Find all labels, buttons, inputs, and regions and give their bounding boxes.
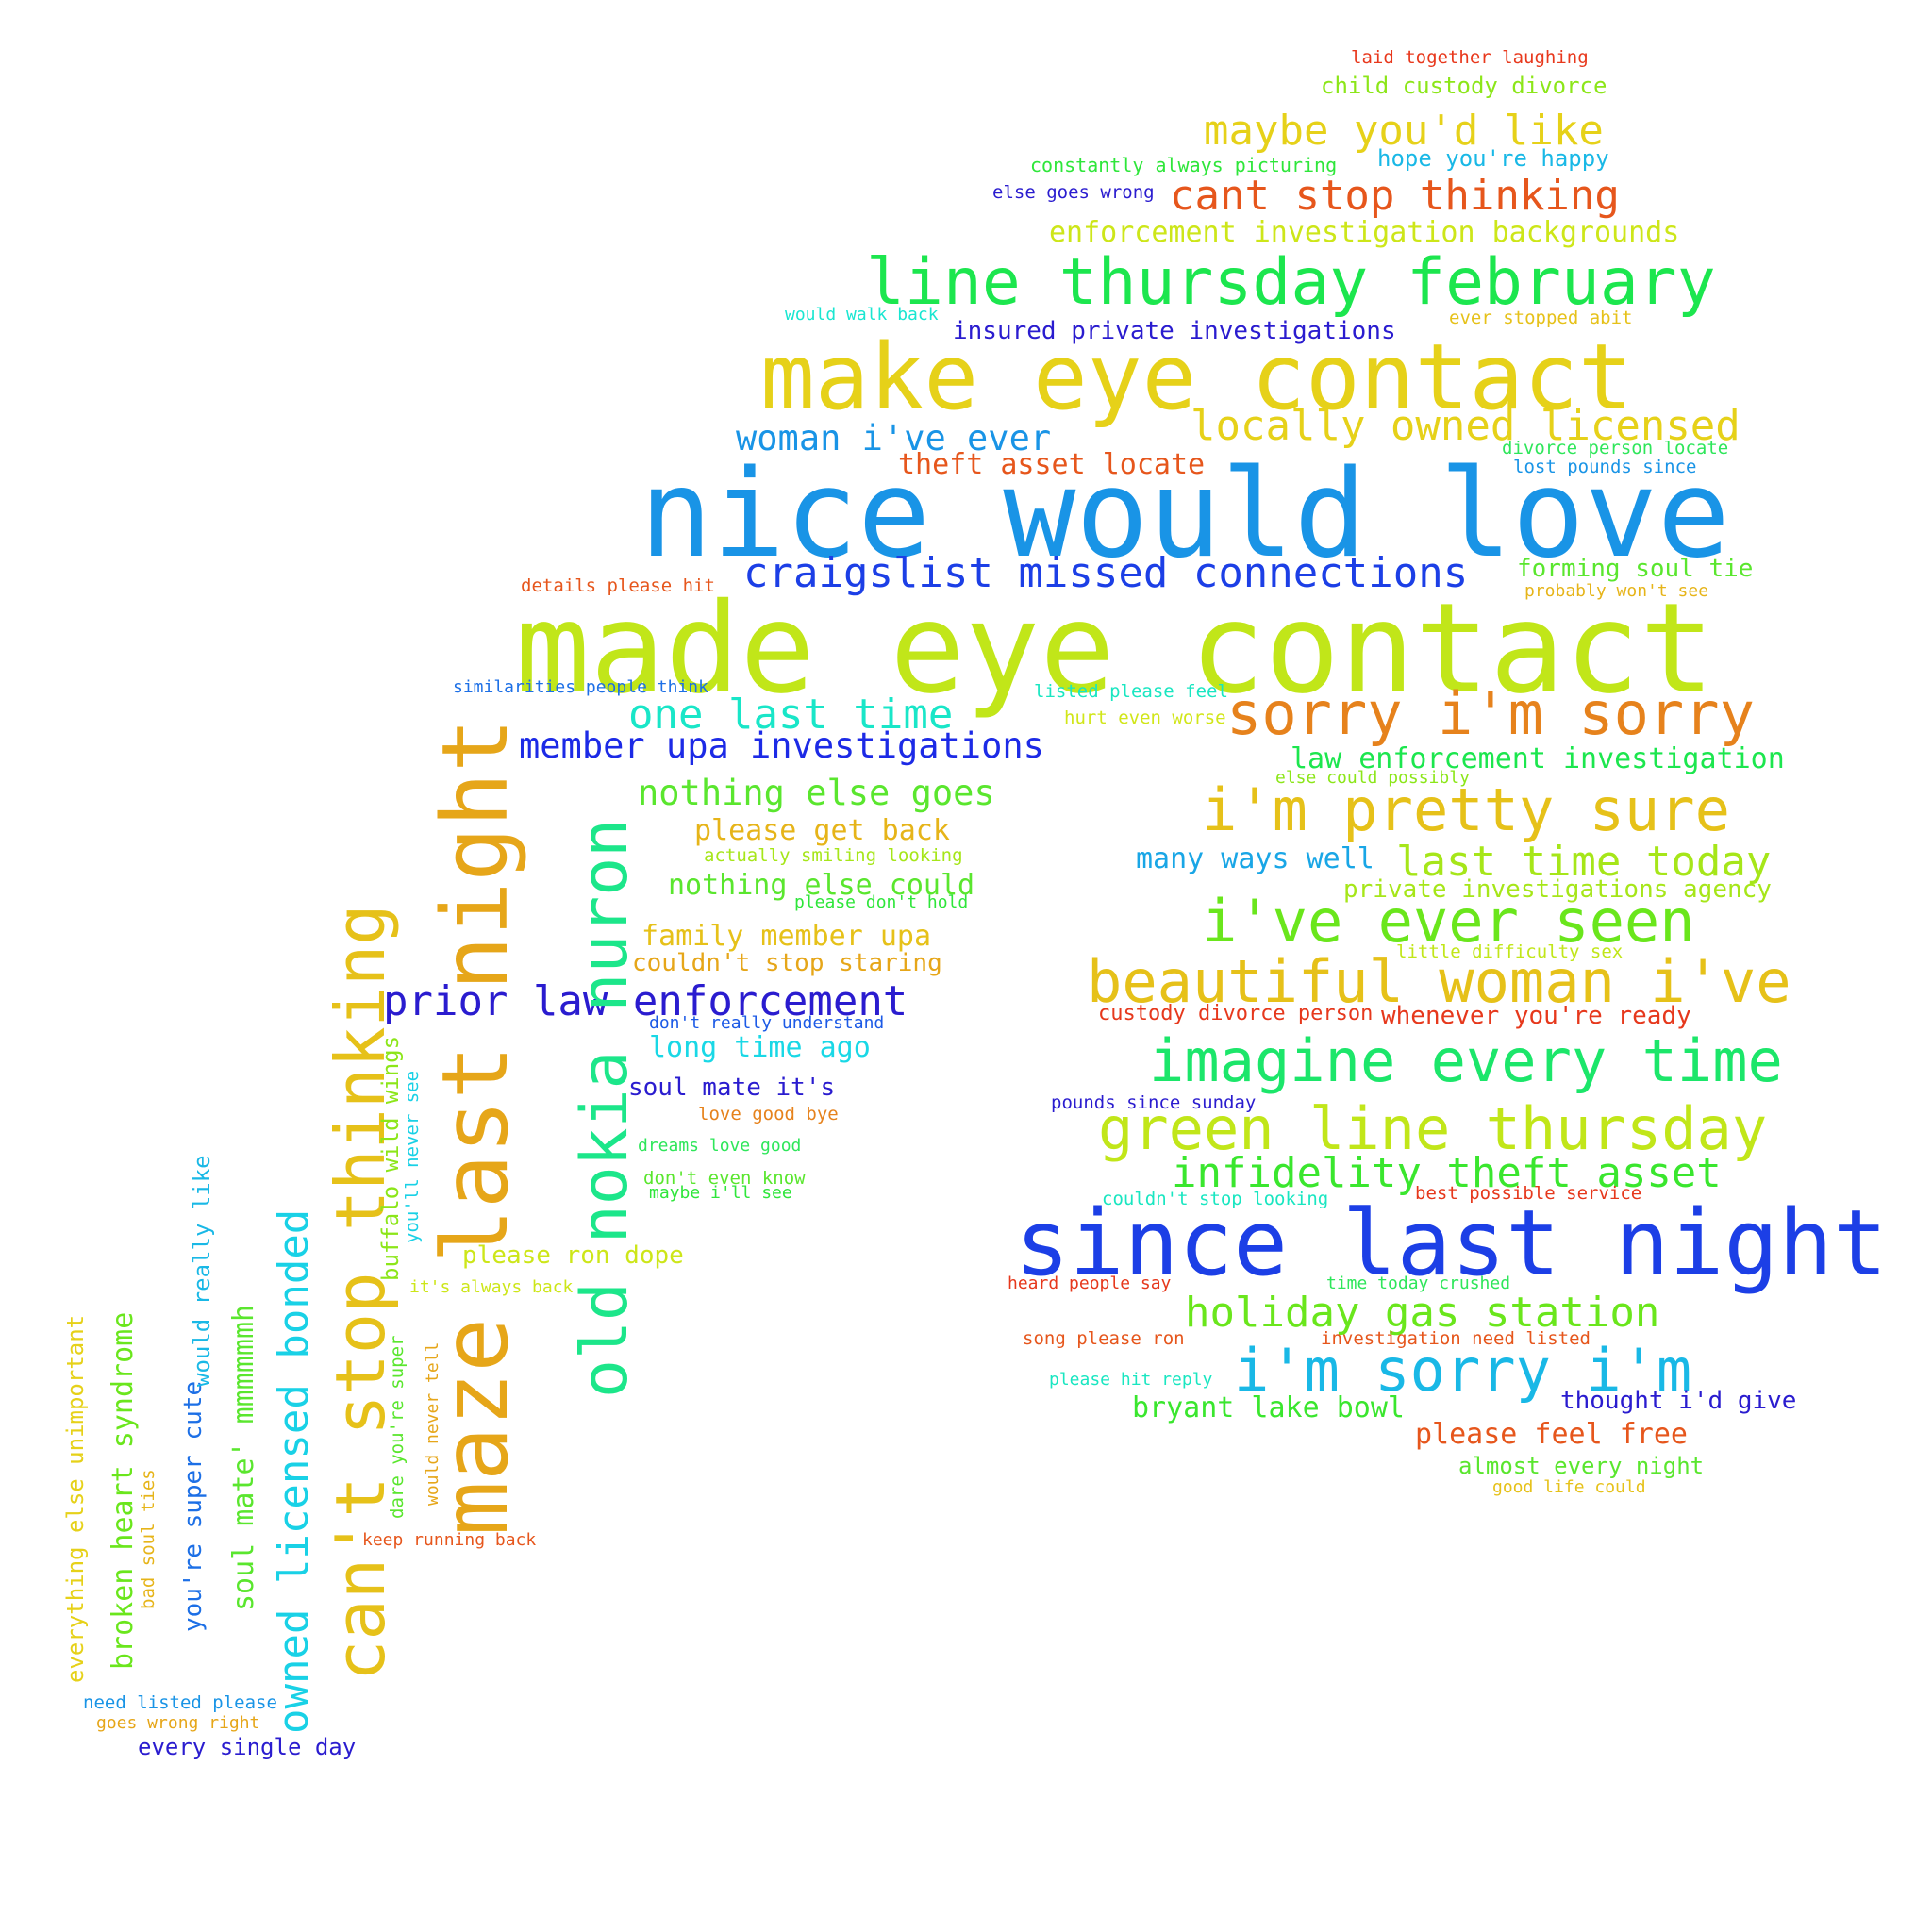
cloud-word: since last night	[1015, 1191, 1888, 1296]
cloud-word: pounds since sunday	[1051, 1092, 1257, 1113]
cloud-word: imagine every time	[1149, 1026, 1783, 1095]
cloud-word: it's always back	[409, 1277, 574, 1297]
cloud-word: would really like	[189, 1155, 215, 1387]
cloud-word: every single day	[138, 1734, 357, 1760]
cloud-word: don't really understand	[649, 1013, 885, 1033]
cloud-word: maybe you'd like	[1204, 107, 1604, 155]
cloud-word: custody divorce person	[1098, 1002, 1374, 1025]
cloud-word: good life could	[1492, 1477, 1646, 1497]
cloud-word: long time ago	[649, 1031, 871, 1064]
cloud-word: need listed please	[83, 1692, 277, 1713]
cloud-word: sorry i'm sorry	[1226, 679, 1755, 748]
cloud-word: locally owned licensed	[1191, 402, 1740, 450]
cloud-word: please ron dope	[462, 1241, 684, 1270]
cloud-word: love good bye	[698, 1104, 839, 1124]
cloud-word: time today crushed	[1326, 1274, 1511, 1293]
cloud-word: everything else unimportant	[62, 1314, 89, 1683]
cloud-word: green line thursday	[1098, 1094, 1768, 1163]
cloud-word: soul mate' mmmmmmh	[227, 1304, 260, 1611]
cloud-word: you'll never see	[402, 1070, 423, 1243]
cloud-word: law enforcement investigation	[1291, 742, 1785, 775]
cloud-word: insured private investigations	[953, 317, 1396, 345]
cloud-word: don't even know	[643, 1168, 806, 1189]
cloud-word: actually smiling looking	[704, 845, 963, 866]
cloud-word: investigation need listed	[1321, 1328, 1591, 1349]
cloud-word: private investigations agency	[1343, 875, 1772, 904]
cloud-word: else could possibly	[1275, 768, 1470, 788]
cloud-word: dreams love good	[638, 1136, 802, 1156]
cloud-word: child custody divorce	[1321, 73, 1607, 99]
cloud-word: family member upa	[641, 920, 932, 953]
cloud-word: infidelity theft asset	[1172, 1149, 1722, 1197]
cloud-word: ever stopped abit	[1449, 308, 1633, 328]
cloud-word: bad soul ties	[138, 1469, 158, 1609]
cloud-word: bryant lake bowl	[1132, 1391, 1405, 1424]
cloud-word: made eye contact	[515, 576, 1715, 722]
cloud-word: please feel free	[1415, 1418, 1688, 1451]
cloud-word: you're super cute	[179, 1380, 208, 1632]
cloud-word: heard people say	[1008, 1274, 1172, 1293]
cloud-word: constantly always picturing	[1030, 154, 1338, 176]
cloud-word: broken heart syndrome	[107, 1311, 140, 1670]
cloud-word: little difficulty sex	[1396, 941, 1624, 962]
cloud-word: maze last night	[423, 718, 528, 1536]
cloud-word: please hit reply	[1049, 1370, 1213, 1390]
cloud-word: many ways well	[1136, 842, 1374, 875]
cloud-word: theft asset locate	[898, 448, 1206, 481]
cloud-word: beautiful woman i've	[1087, 947, 1791, 1016]
cloud-word: soul mate it's	[628, 1074, 836, 1102]
cloud-word: woman i've ever	[736, 418, 1052, 458]
cloud-word: thought i'd give	[1560, 1387, 1797, 1415]
cloud-word: line thursday february	[866, 245, 1716, 320]
cloud-word: probably won't see	[1524, 581, 1709, 601]
cloud-word: hurt even worse	[1064, 708, 1226, 728]
cloud-word: i'm pretty sure	[1202, 775, 1730, 844]
cloud-word: cant stop thinking	[1170, 172, 1620, 220]
cloud-word: forming soul tie	[1517, 555, 1754, 583]
cloud-word: buffalo wild wings	[377, 1035, 404, 1281]
cloud-word: couldn't stop staring	[632, 949, 942, 977]
cloud-word: lost pounds since	[1513, 457, 1697, 477]
cloud-word: else goes wrong	[992, 182, 1155, 203]
cloud-word: keep running back	[362, 1530, 537, 1550]
cloud-word: can't stop thinking	[321, 904, 400, 1681]
cloud-word: details please hit	[521, 575, 715, 596]
cloud-word: almost every night	[1458, 1453, 1705, 1479]
cloud-word: divorce person locate	[1502, 438, 1729, 458]
cloud-word: i'm sorry i'm	[1234, 1336, 1692, 1405]
cloud-word: nothing else goes	[638, 773, 995, 813]
cloud-word: maybe i'll see	[649, 1183, 792, 1203]
cloud-word: member upa investigations	[519, 725, 1044, 766]
cloud-word: make eye contact	[760, 325, 1633, 430]
cloud-word: enforcement investigation backgrounds	[1049, 216, 1680, 249]
cloud-word: nothing else could	[668, 869, 975, 902]
cloud-word: please don't hold	[794, 892, 969, 912]
cloud-word: best possible service	[1415, 1183, 1642, 1204]
cloud-word: craigslist missed connections	[743, 549, 1469, 597]
cloud-word: please get back	[694, 814, 950, 847]
cloud-word: old nokia nuron	[568, 818, 642, 1398]
cloud-word: similarities people think	[453, 677, 708, 697]
cloud-word: listed please feel	[1034, 681, 1228, 702]
cloud-word: owned licensed bonded	[270, 1208, 318, 1734]
cloud-word: would never tell	[423, 1341, 442, 1506]
cloud-word: laid together laughing	[1351, 47, 1589, 68]
cloud-word: couldn't stop looking	[1102, 1189, 1329, 1209]
cloud-word: nice would love	[640, 444, 1730, 585]
cloud-word: dare you're super	[387, 1335, 408, 1519]
cloud-word: last time today	[1396, 838, 1772, 886]
cloud-word: prior law enforcement	[383, 977, 908, 1025]
cloud-word: whenever you're ready	[1381, 1002, 1691, 1030]
cloud-word: one last time	[628, 691, 954, 739]
cloud-word: hope you're happy	[1377, 145, 1609, 172]
cloud-word: i've ever seen	[1202, 887, 1695, 956]
cloud-word: holiday gas station	[1185, 1289, 1660, 1337]
cloud-word: song please ron	[1023, 1328, 1185, 1349]
cloud-word: would walk back	[785, 305, 939, 325]
cloud-word: goes wrong right	[96, 1713, 260, 1733]
